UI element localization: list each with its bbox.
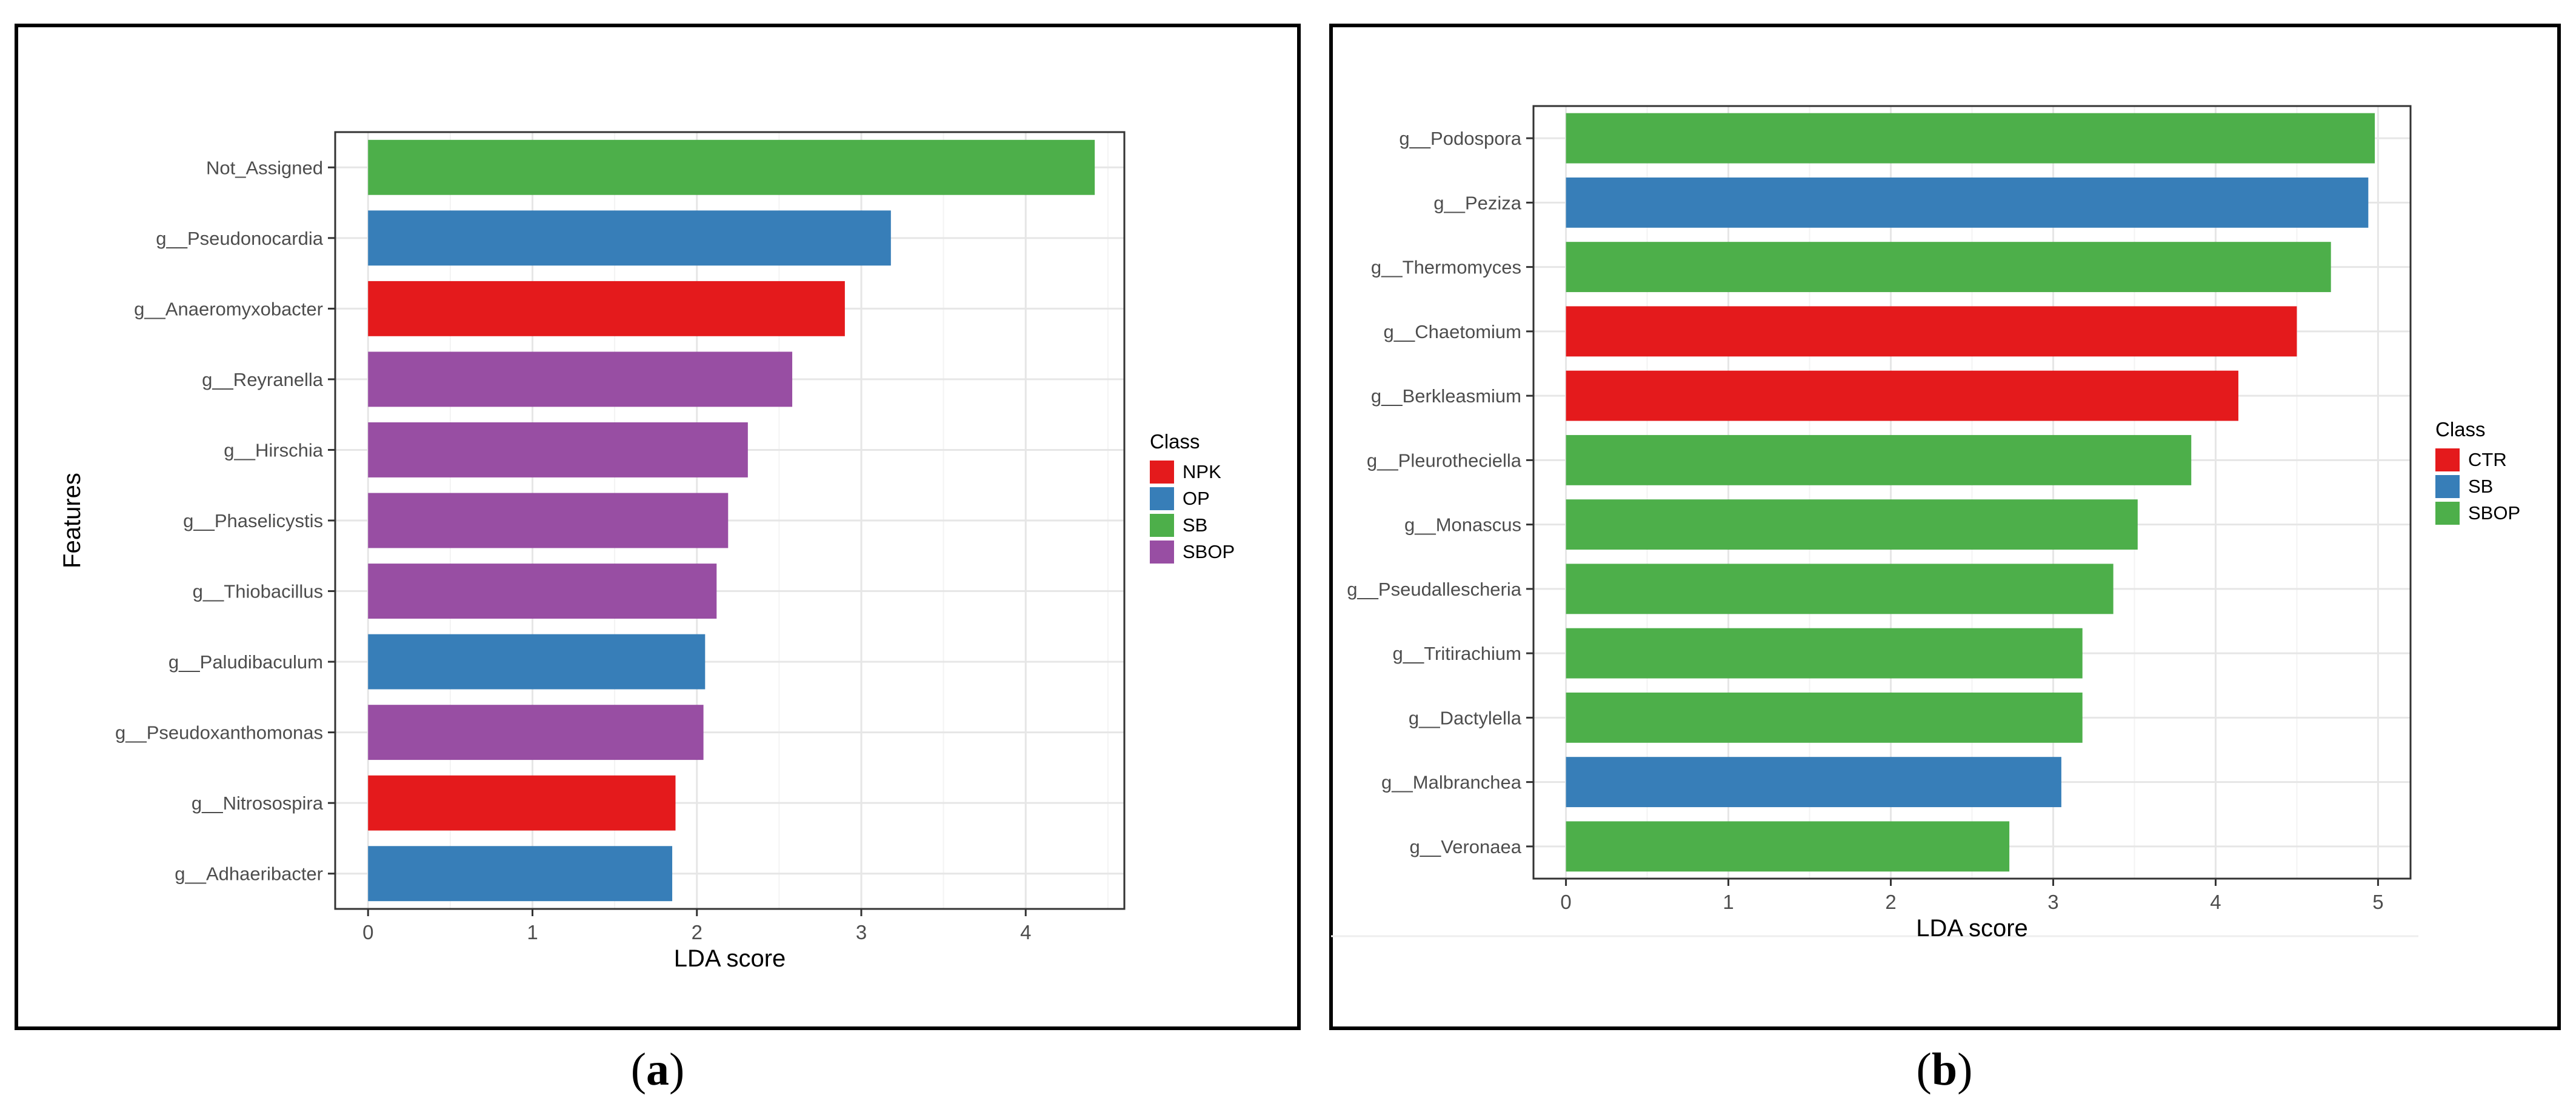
chart-a-bar (368, 281, 845, 336)
chart-b-bar (1566, 177, 2369, 228)
chart-b-feature-label: g__Veronaea (1410, 836, 1522, 857)
chart-a-legend-swatch (1150, 487, 1174, 510)
chart-a-legend: Class NPK OP SB SBOP (1150, 430, 1235, 564)
chart-b-feature-label: g__Thermomyces (1371, 257, 1521, 278)
chart-a-x-axis-title: LDA score (674, 945, 786, 972)
caption-a-letter: a (646, 1044, 669, 1095)
chart-b-legend-swatch (2435, 448, 2460, 471)
chart-b-bar (1566, 821, 2010, 872)
chart-a-y-axis-title: Features (59, 473, 85, 568)
chart-a-xtick-label: 3 (856, 921, 867, 943)
chart-b-feature-label: g__Berkleasmium (1371, 385, 1521, 407)
chart-a-feature-label: g__Reyranella (202, 369, 324, 390)
chart-b-legend: Class CTR SB SBOP (2435, 418, 2520, 525)
svg-text:(a): (a) (631, 1044, 685, 1095)
chart-a-feature-label: g__Nitrosospira (192, 793, 324, 814)
chart-b-feature-label: g__Tritirachium (1393, 643, 1521, 664)
chart-b-bar (1566, 564, 2114, 614)
chart-a-feature-label: g__Paludibaculum (169, 651, 323, 673)
chart-a-xtick-label: 2 (692, 921, 702, 943)
chart-a-legend-title: Class (1150, 430, 1200, 453)
chart-a-legend-label: NPK (1183, 461, 1221, 482)
chart-b-bar (1566, 370, 2238, 421)
chart-b-xtick-label: 3 (2047, 891, 2058, 913)
chart-b-feature-label: g__Chaetomium (1384, 321, 1521, 342)
chart-a-xtick-label: 0 (362, 921, 373, 943)
chart-b-feature-label: g__Pleurotheciella (1367, 450, 1522, 471)
chart-b-xtick-label: 2 (1885, 891, 1896, 913)
chart-a-bar (368, 775, 676, 831)
chart-b-xtick-label: 1 (1723, 891, 1733, 913)
chart-a-bar (368, 564, 717, 619)
chart-a-legend-swatch (1150, 514, 1174, 537)
chart-b-feature-label: g__Monascus (1404, 514, 1521, 536)
chart-b-bar (1566, 434, 2192, 485)
caption-a: (a) (631, 1044, 685, 1095)
chart-b-plot-border (1532, 105, 2412, 880)
chart-a-feature-label: g__Hirschia (224, 439, 323, 461)
chart-a-legend-label: SB (1183, 514, 1207, 536)
chart-b-legend-title: Class (2435, 418, 2486, 441)
chart-b-legend-swatch (2435, 475, 2460, 498)
chart-a-bar (368, 493, 729, 548)
chart-a-feature-label: g__Phaselicystis (183, 510, 323, 531)
chart-b-bar (1566, 306, 2297, 357)
chart-a-bar (368, 846, 673, 902)
chart-a-legend-swatch (1150, 541, 1174, 564)
chart-a-xtick-label: 4 (1020, 921, 1031, 943)
chart-a-feature-label: g__Pseudoxanthomonas (115, 722, 323, 743)
panel-b: g__Podospora g__Peziza g__Thermomyces g__Ch… (1329, 24, 2561, 1095)
chart-a-bar (368, 351, 793, 407)
chart-a-bar (368, 634, 706, 690)
chart-a-bar (368, 422, 748, 477)
chart-a-feature-label: g__Adhaeribacter (175, 863, 323, 885)
chart-b-xtick-label: 0 (1560, 891, 1571, 913)
chart-b-feature-label: g__Podospora (1399, 128, 1521, 149)
chart-b-feature-label: g__Malbranchea (1381, 772, 1522, 793)
chart-b-bar (1566, 499, 2138, 550)
chart-b-legend-label: SB (2468, 476, 2493, 497)
chart-b-feature-label: g__Dactylella (1409, 707, 1522, 728)
chart-a-legend-swatch (1150, 461, 1174, 484)
caption-b-letter: b (1932, 1044, 1957, 1095)
chart-b-bar (1566, 242, 2331, 293)
chart-a-feature-label: g__Thiobacillus (193, 581, 323, 602)
chart-b-x-axis-title: LDA score (1916, 915, 2028, 942)
svg-text:(b): (b) (1917, 1044, 1973, 1095)
chart-a-feature-label: g__Anaeromyxobacter (134, 298, 323, 319)
chart-b-bar (1566, 692, 2083, 743)
caption-b: (b) (1917, 1044, 1973, 1095)
chart-a: Not_Assigned g__Pseudonocardia g__Anaeromy… (59, 131, 1235, 972)
chart-b-bar (1566, 113, 2375, 164)
chart-b-xtick-label: 5 (2372, 891, 2383, 913)
chart-b-legend-label: CTR (2468, 449, 2507, 470)
chart-a-legend-label: SBOP (1183, 541, 1235, 562)
chart-b-feature-label: g__Pseudallescheria (1347, 579, 1522, 600)
chart-b-legend-swatch (2435, 502, 2460, 525)
chart-a-bar (368, 705, 704, 760)
chart-b-bar (1566, 628, 2083, 679)
chart-a-bar (368, 210, 891, 266)
panel-a: Not_Assigned g__Pseudonocardia g__Anaeromy… (15, 24, 1301, 1095)
chart-a-feature-label: g__Pseudonocardia (156, 228, 324, 249)
chart-b-feature-label: g__Peziza (1433, 192, 1522, 213)
chart-b-legend-label: SBOP (2468, 502, 2520, 524)
chart-a-bar (368, 139, 1095, 195)
chart-a-legend-label: OP (1183, 488, 1210, 509)
chart-b: g__Podospora g__Peziza g__Thermomyces g__Ch… (1347, 105, 2520, 942)
chart-b-bar (1566, 757, 2061, 808)
chart-a-plot-border (334, 131, 1126, 910)
chart-b-xtick-label: 4 (2210, 891, 2221, 913)
chart-a-xtick-label: 1 (527, 921, 538, 943)
chart-a-feature-label: Not_Assigned (206, 157, 323, 178)
